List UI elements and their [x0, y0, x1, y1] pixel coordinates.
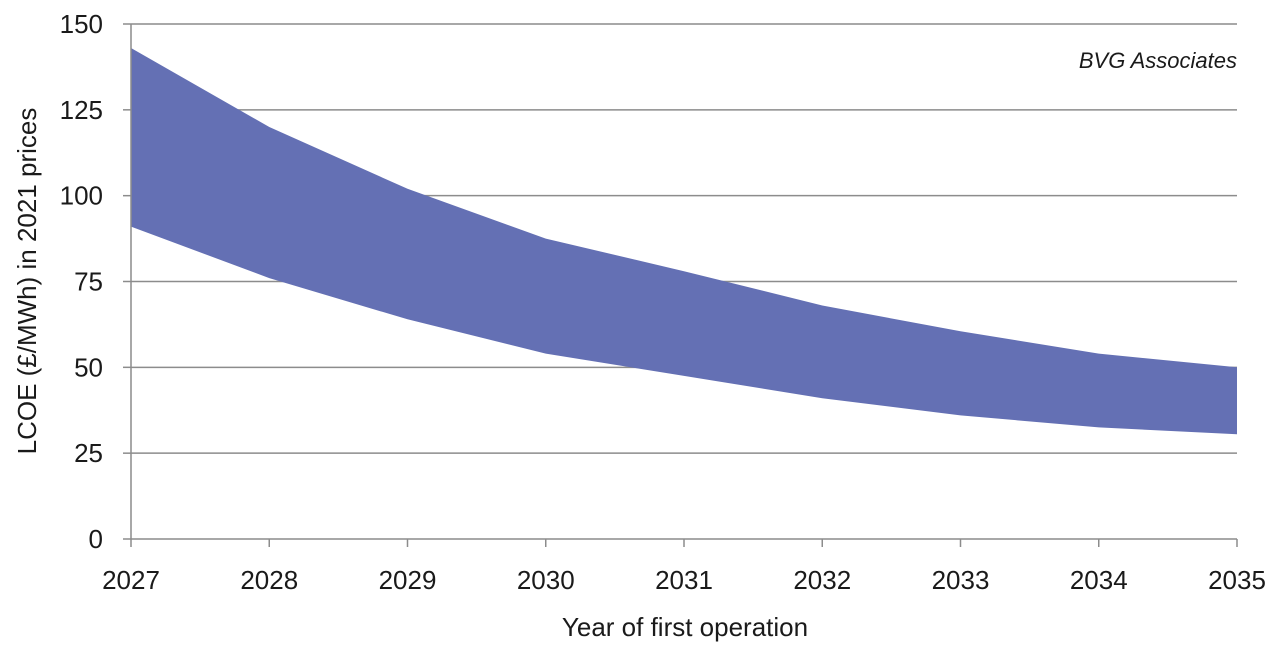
y-tick-label-125: 125: [60, 95, 103, 125]
y-tick-label-25: 25: [74, 438, 103, 468]
x-tick-label-2032: 2032: [793, 565, 851, 595]
x-tick-label-2029: 2029: [379, 565, 437, 595]
x-tick-label-2034: 2034: [1070, 565, 1128, 595]
x-tick-label-2028: 2028: [240, 565, 298, 595]
x-tick-label-2030: 2030: [517, 565, 575, 595]
x-tick-labels: 2027 2028 2029 2030 2031 2032 2033 2034 2035: [102, 565, 1266, 595]
y-tick-label-0: 0: [89, 524, 103, 554]
x-tick-label-2027: 2027: [102, 565, 160, 595]
source-annotation: BVG Associates: [1079, 48, 1237, 73]
y-tick-label-100: 100: [60, 181, 103, 211]
x-tick-label-2035: 2035: [1208, 565, 1266, 595]
axes: [123, 23, 1238, 547]
y-tick-label-50: 50: [74, 352, 103, 382]
y-tick-label-75: 75: [74, 267, 103, 297]
lcoe-band: [131, 48, 1237, 435]
lcoe-range-band: [131, 48, 1237, 435]
y-tick-label-150: 150: [60, 9, 103, 39]
x-tick-label-2033: 2033: [932, 565, 990, 595]
y-tick-labels: 0 25 50 75 100 125 150: [60, 9, 103, 554]
y-axis-title: LCOE (£/MWh) in 2021 prices: [12, 108, 42, 455]
x-axis-title: Year of first operation: [562, 612, 808, 642]
x-tick-label-2031: 2031: [655, 565, 713, 595]
